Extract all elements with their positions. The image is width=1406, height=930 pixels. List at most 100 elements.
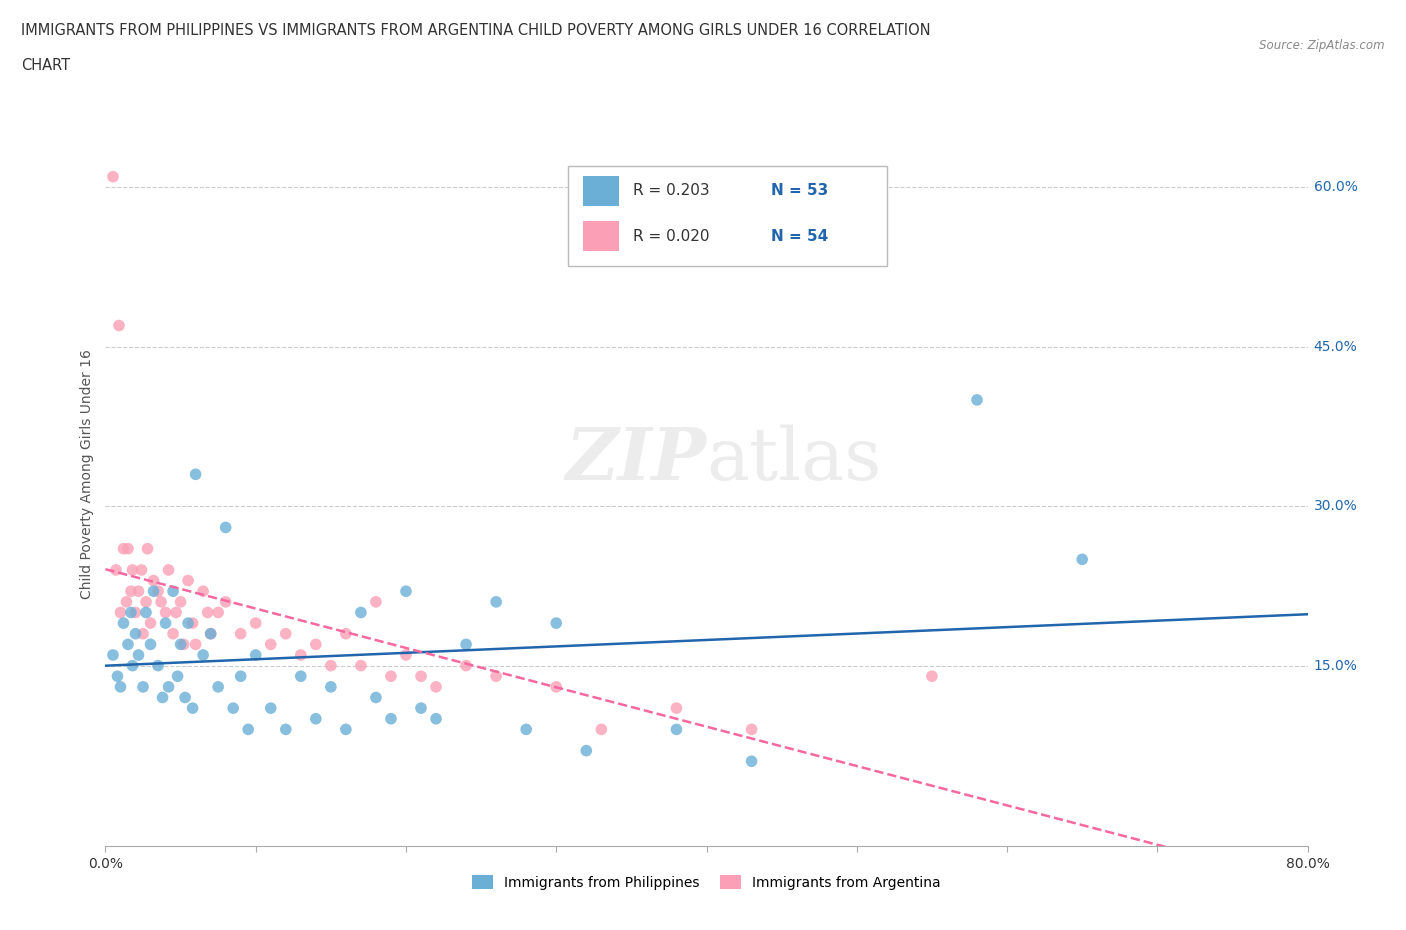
Point (152, 690, 174, 705)
Point (274, 722, 297, 737)
Point (115, 594, 138, 609)
Point (101, 647, 124, 662)
Point (214, 520, 236, 535)
Legend: Immigrants from Philippines, Immigrants from Argentina: Immigrants from Philippines, Immigrants … (467, 870, 946, 896)
Point (290, 669, 312, 684)
Point (741, 754, 763, 769)
Point (395, 584, 418, 599)
Point (124, 605, 146, 620)
Point (200, 626, 222, 641)
Point (191, 647, 214, 662)
Point (485, 594, 508, 609)
Point (350, 658, 373, 673)
Text: 60.0%: 60.0% (1313, 180, 1357, 194)
Point (575, 743, 598, 758)
Point (274, 626, 297, 641)
Point (454, 637, 477, 652)
Point (173, 637, 195, 652)
Point (162, 626, 184, 641)
Point (101, 169, 124, 184)
Point (305, 637, 328, 652)
Point (409, 669, 432, 684)
Point (184, 637, 207, 652)
Point (335, 626, 357, 641)
Text: 15.0%: 15.0% (1313, 658, 1357, 672)
Point (120, 605, 142, 620)
Point (364, 594, 387, 609)
Point (162, 584, 184, 599)
FancyBboxPatch shape (582, 221, 619, 251)
Point (166, 669, 188, 684)
Point (207, 605, 229, 620)
Point (120, 584, 142, 599)
Point (110, 680, 132, 695)
Point (222, 700, 245, 715)
Point (107, 669, 129, 684)
Text: N = 54: N = 54 (772, 229, 828, 244)
Point (139, 637, 162, 652)
Point (485, 669, 508, 684)
Point (1071, 551, 1094, 566)
Point (238, 722, 260, 737)
Point (260, 700, 283, 715)
Point (169, 594, 191, 609)
Point (229, 626, 252, 641)
Point (245, 647, 267, 662)
Point (112, 616, 135, 631)
Point (117, 541, 139, 556)
Point (110, 605, 132, 620)
Point (108, 318, 131, 333)
Point (409, 700, 432, 715)
Point (290, 647, 312, 662)
Point (214, 594, 236, 609)
Point (207, 680, 229, 695)
Text: Source: ZipAtlas.com: Source: ZipAtlas.com (1260, 39, 1385, 52)
Point (174, 690, 197, 705)
Point (124, 626, 146, 641)
Point (546, 616, 568, 631)
Text: 30.0%: 30.0% (1313, 499, 1357, 513)
Point (112, 541, 135, 556)
Text: atlas: atlas (707, 424, 882, 495)
Text: IMMIGRANTS FROM PHILIPPINES VS IMMIGRANTS FROM ARGENTINA CHILD POVERTY AMONG GIR: IMMIGRANTS FROM PHILIPPINES VS IMMIGRANT… (21, 23, 931, 38)
Point (157, 563, 180, 578)
Point (177, 573, 200, 588)
Point (305, 711, 328, 726)
Point (921, 669, 943, 684)
Text: ZIP: ZIP (565, 424, 707, 495)
Point (132, 680, 155, 695)
Point (260, 637, 283, 652)
Point (142, 573, 165, 588)
Point (146, 584, 169, 599)
Point (364, 690, 387, 705)
Point (128, 647, 150, 662)
Point (425, 680, 447, 695)
Point (319, 658, 342, 673)
Point (245, 616, 267, 631)
Point (665, 722, 688, 737)
Point (395, 647, 418, 662)
Y-axis label: Child Poverty Among Girls Under 16: Child Poverty Among Girls Under 16 (80, 350, 94, 599)
Point (966, 392, 988, 407)
Point (380, 669, 402, 684)
Point (184, 467, 207, 482)
Point (146, 658, 169, 673)
Point (135, 605, 157, 620)
Point (121, 658, 143, 673)
Point (665, 700, 688, 715)
Point (591, 722, 613, 737)
Point (104, 563, 127, 578)
FancyBboxPatch shape (568, 166, 887, 266)
Point (181, 700, 204, 715)
Text: CHART: CHART (21, 58, 70, 73)
Point (515, 722, 537, 737)
Point (197, 605, 219, 620)
Point (546, 680, 568, 695)
Point (131, 563, 153, 578)
Text: 45.0%: 45.0% (1313, 339, 1357, 353)
Point (319, 680, 342, 695)
Point (150, 594, 173, 609)
Point (155, 616, 177, 631)
Point (128, 584, 150, 599)
Point (741, 722, 763, 737)
